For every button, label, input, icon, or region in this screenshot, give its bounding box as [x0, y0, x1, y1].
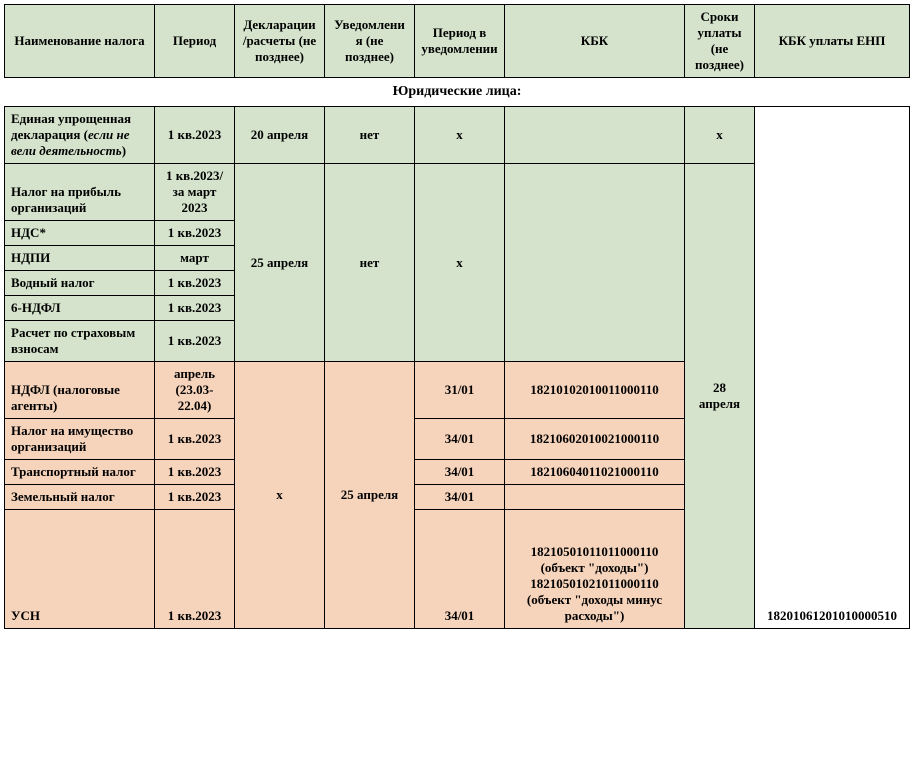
section-title-legal-entities: Юридические лица: [5, 78, 910, 107]
row-property-name: Налог на имущество организаций [5, 419, 155, 460]
block2-decl: 25 апреля [235, 164, 325, 362]
row-land-name: Земельный налог [5, 485, 155, 510]
row-eud-name: Единая упрощенная декларация (если не ве… [5, 107, 155, 164]
row-land-period: 1 кв.2023 [155, 485, 235, 510]
header-period: Период [155, 5, 235, 78]
row-ndfl-agents-period: апрель (23.03-22.04) [155, 362, 235, 419]
row-usn-name: УСН [5, 510, 155, 629]
row-nds-name: НДС* [5, 221, 155, 246]
row-land-np: 34/01 [415, 485, 505, 510]
kbk-enp-merged: 18201061201010000510 [755, 107, 910, 629]
row-transport-kbk: 18210604011021000110 [505, 460, 685, 485]
row-water-period: 1 кв.2023 [155, 271, 235, 296]
tax-schedule-table: Наименование налога Период Декларации /р… [4, 4, 910, 629]
row-transport-name: Транспортный налог [5, 460, 155, 485]
block3-notice: 25 апреля [325, 362, 415, 629]
row-usn-kbk: 18210501011011000110 (объект "доходы") 1… [505, 510, 685, 629]
row-ndpi-name: НДПИ [5, 246, 155, 271]
row-ndfl-agents-np: 31/01 [415, 362, 505, 419]
header-tax-name: Наименование налога [5, 5, 155, 78]
row-transport-np: 34/01 [415, 460, 505, 485]
row-transport-period: 1 кв.2023 [155, 460, 235, 485]
row-usn-np: 34/01 [415, 510, 505, 629]
header-declaration: Декларации /расчеты (не позднее) [235, 5, 325, 78]
header-notice-period: Период в уведомлении [415, 5, 505, 78]
row-water-name: Водный налог [5, 271, 155, 296]
row-eud-notice: нет [325, 107, 415, 164]
row-nds-period: 1 кв.2023 [155, 221, 235, 246]
row-ndfl-agents-name: НДФЛ (налоговые агенты) [5, 362, 155, 419]
row-property-kbk: 18210602010021000110 [505, 419, 685, 460]
row-eud-decl: 20 апреля [235, 107, 325, 164]
row-insurance-name: Расчет по страховым взносам [5, 321, 155, 362]
row-land-kbk [505, 485, 685, 510]
row-eud-kbk [505, 107, 685, 164]
row-eud-notice-period: х [415, 107, 505, 164]
block2-notice-period: х [415, 164, 505, 362]
block3-decl: х [235, 362, 325, 629]
pay-28-apr: 28 апреля [685, 164, 755, 629]
header-kbk-enp: КБК уплаты ЕНП [755, 5, 910, 78]
row-usn-period: 1 кв.2023 [155, 510, 235, 629]
header-kbk: КБК [505, 5, 685, 78]
header-pay-due: Сроки уплаты (не позднее) [685, 5, 755, 78]
row-property-np: 34/01 [415, 419, 505, 460]
row-6ndfl-name: 6-НДФЛ [5, 296, 155, 321]
row-eud-period: 1 кв.2023 [155, 107, 235, 164]
row-6ndfl-period: 1 кв.2023 [155, 296, 235, 321]
header-notice: Уведомления (не позднее) [325, 5, 415, 78]
block2-notice: нет [325, 164, 415, 362]
row-profit-period: 1 кв.2023/за март 2023 [155, 164, 235, 221]
row-eud-pay: х [685, 107, 755, 164]
row-insurance-period: 1 кв.2023 [155, 321, 235, 362]
row-ndpi-period: март [155, 246, 235, 271]
row-ndfl-agents-kbk: 18210102010011000110 [505, 362, 685, 419]
row-profit-name: Налог на прибыль организаций [5, 164, 155, 221]
row-property-period: 1 кв.2023 [155, 419, 235, 460]
block2-kbk [505, 164, 685, 362]
